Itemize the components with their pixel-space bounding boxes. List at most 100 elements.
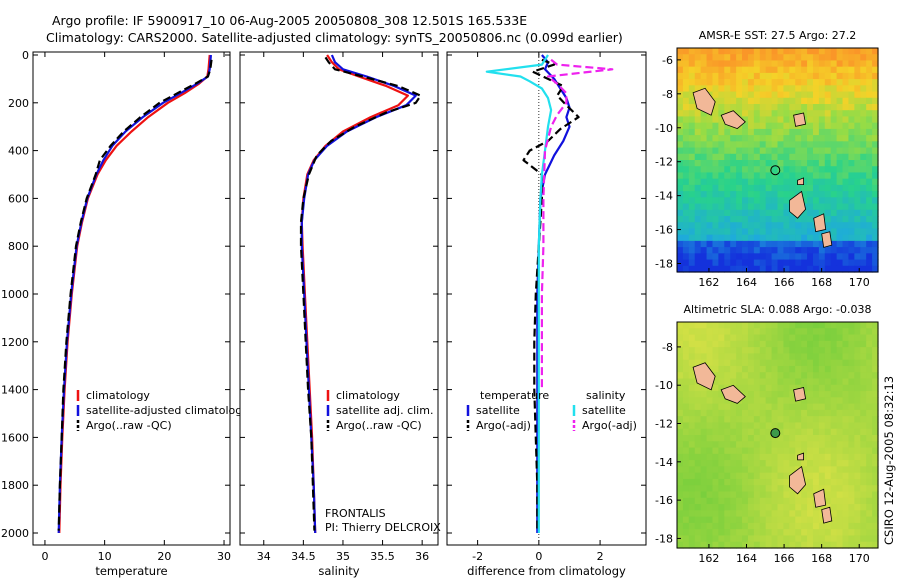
map-cell	[718, 141, 725, 149]
map-cell	[812, 197, 820, 205]
map-cell	[694, 66, 702, 74]
plot-frame	[239, 51, 439, 546]
map-cell	[801, 384, 808, 392]
map-cell	[682, 340, 690, 348]
map-cell	[688, 72, 696, 80]
map-cell	[747, 334, 755, 342]
map-cell	[830, 510, 838, 518]
map-cell	[824, 79, 832, 86]
map-cell	[783, 147, 790, 155]
map-cell	[742, 347, 749, 354]
map-cell	[789, 259, 796, 267]
map-cell	[765, 66, 773, 74]
map-cell	[718, 491, 725, 499]
map-cell	[801, 85, 808, 93]
map-cell	[718, 265, 725, 273]
map-cell	[700, 428, 708, 436]
map-cell	[706, 466, 714, 474]
map-cell	[807, 535, 814, 543]
map-cell	[836, 416, 844, 424]
map-cell	[712, 504, 719, 511]
map-cell	[824, 447, 832, 455]
map-cell	[759, 234, 767, 242]
map-cell	[736, 216, 743, 223]
map-cell	[842, 391, 850, 398]
map-cell	[724, 166, 731, 174]
map-cell	[736, 522, 743, 530]
map-cell	[736, 104, 743, 111]
map-cell	[712, 234, 719, 242]
map-cell	[759, 322, 767, 329]
map-cell	[682, 234, 690, 242]
map-cell	[854, 516, 861, 524]
map-cell	[789, 116, 796, 124]
map-cell	[712, 247, 719, 254]
map-cell	[801, 365, 808, 373]
map-cell	[860, 328, 867, 336]
map-cell	[682, 128, 690, 136]
map-cell	[830, 160, 838, 167]
map-cell	[848, 372, 855, 380]
map-cell	[854, 403, 861, 411]
map-cell	[688, 472, 696, 480]
map-cell	[700, 66, 708, 74]
map-cell	[700, 166, 708, 174]
map-cell	[682, 372, 690, 380]
y-tick-label: -12	[655, 418, 673, 431]
map-cell	[700, 135, 708, 142]
map-cell	[747, 453, 755, 461]
map-cell	[807, 529, 814, 537]
map-cell	[795, 79, 802, 86]
map-cell	[682, 529, 690, 537]
map-cell	[677, 66, 684, 74]
map-cell	[789, 79, 796, 86]
map-cell	[730, 510, 737, 518]
map-cell	[700, 485, 708, 493]
map-cell	[830, 328, 838, 336]
map-cell	[812, 48, 820, 55]
map-cell	[783, 116, 790, 124]
map-cell	[783, 372, 790, 380]
map-cell	[694, 328, 702, 336]
map-cell	[706, 529, 714, 537]
map-cell	[688, 122, 696, 130]
map-cell	[801, 135, 808, 142]
map-cell	[872, 453, 879, 461]
map-cell	[807, 222, 814, 230]
map-cell	[736, 535, 743, 543]
map-cell	[682, 91, 690, 99]
map-cell	[753, 347, 761, 354]
map-cell	[830, 240, 838, 248]
map-cell	[765, 391, 773, 398]
map-cell	[777, 209, 785, 217]
map-cell	[747, 191, 755, 198]
map-cell	[812, 428, 820, 436]
map-cell	[818, 340, 826, 348]
map-cell	[718, 54, 725, 62]
map-cell	[742, 529, 749, 537]
map-cell	[866, 265, 873, 273]
map-cell	[736, 460, 743, 467]
map-cell	[836, 122, 844, 130]
map-cell	[807, 504, 814, 511]
map-cell	[736, 240, 743, 248]
map-cell	[694, 447, 702, 455]
map-cell	[724, 191, 731, 198]
map-cell	[747, 160, 755, 167]
map-cell	[724, 66, 731, 74]
map-cell	[818, 403, 826, 411]
map-cell	[777, 253, 785, 261]
map-cell	[830, 334, 838, 342]
map-cell	[688, 228, 696, 236]
map-cell	[759, 104, 767, 111]
map-cell	[854, 497, 861, 505]
map-cell	[801, 128, 808, 136]
map-cell	[677, 359, 684, 367]
map-cell	[842, 472, 850, 480]
map-cell	[830, 409, 838, 417]
map-cell	[753, 435, 761, 442]
map-cell	[677, 79, 684, 86]
map-cell	[759, 122, 767, 130]
map-cell	[812, 203, 820, 211]
